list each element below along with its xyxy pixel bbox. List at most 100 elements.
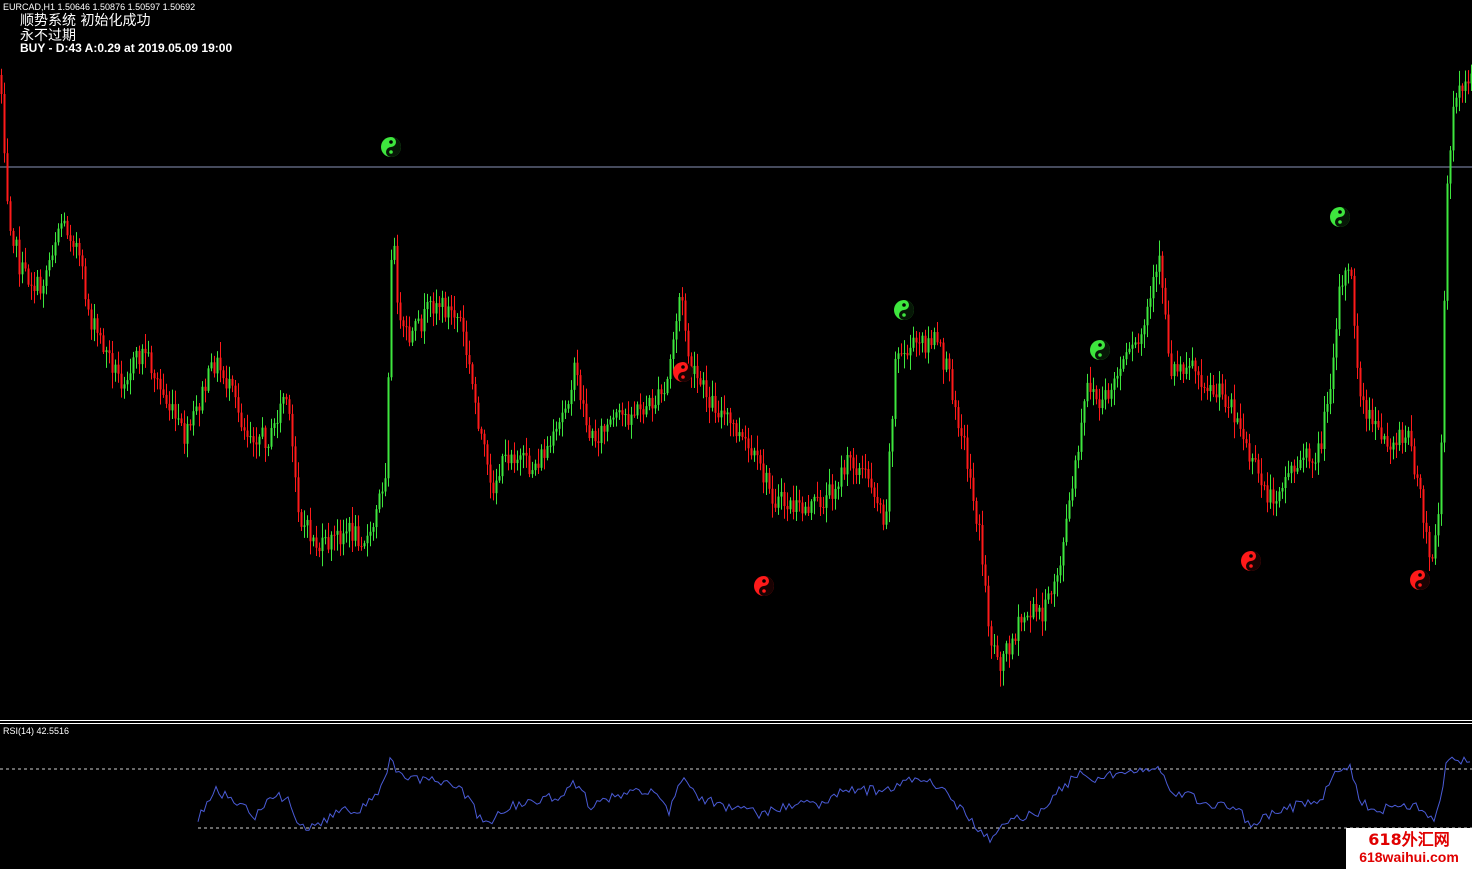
- candle: [204, 378, 207, 403]
- candle: [471, 362, 474, 390]
- candle: [186, 416, 189, 458]
- candle: [705, 365, 708, 413]
- candle: [189, 419, 192, 431]
- candle: [1206, 375, 1209, 400]
- candle: [786, 492, 789, 522]
- candle: [1005, 640, 1008, 662]
- candle: [744, 425, 747, 451]
- candle: [588, 417, 591, 441]
- candle: [297, 462, 300, 523]
- candle: [1395, 432, 1398, 459]
- candle: [1077, 445, 1080, 469]
- candle: [708, 386, 711, 424]
- candle: [732, 419, 735, 437]
- candle: [531, 461, 534, 478]
- candle: [144, 334, 147, 368]
- candle: [1137, 333, 1140, 353]
- candle: [252, 427, 255, 457]
- candle: [549, 435, 552, 453]
- candle: [657, 376, 660, 411]
- candle: [39, 269, 42, 300]
- candle: [480, 426, 483, 440]
- candle: [1398, 421, 1401, 451]
- candle: [126, 371, 129, 392]
- candle: [579, 369, 582, 410]
- candle: [270, 418, 273, 450]
- candle: [111, 341, 114, 389]
- symbol-info: EURCAD,H1 1.50646 1.50876 1.50597 1.5069…: [3, 2, 196, 12]
- candle: [975, 497, 978, 532]
- candle: [858, 463, 861, 485]
- candle: [387, 372, 390, 487]
- candle: [1017, 604, 1020, 656]
- candle: [885, 499, 888, 530]
- candle: [60, 213, 63, 237]
- candle: [612, 409, 615, 427]
- candle: [1161, 251, 1164, 304]
- candle: [249, 421, 252, 444]
- candle: [1404, 425, 1407, 452]
- candle: [1182, 362, 1185, 383]
- candle: [1056, 568, 1059, 597]
- candle: [912, 326, 915, 352]
- candle: [216, 351, 219, 382]
- candle: [1437, 502, 1440, 547]
- candle: [1197, 366, 1200, 390]
- candle: [960, 414, 963, 450]
- yin-yang-green-icon: [381, 137, 401, 157]
- candle: [507, 440, 510, 471]
- candle: [405, 315, 408, 341]
- candle: [984, 555, 987, 593]
- candle: [1143, 319, 1146, 349]
- candle: [1134, 337, 1137, 349]
- watermark-logo: 618外汇网 618waihui.com: [1346, 828, 1472, 869]
- candle: [978, 514, 981, 541]
- candle: [693, 351, 696, 388]
- candle: [294, 436, 297, 493]
- candle: [915, 331, 918, 357]
- candle: [1020, 613, 1023, 632]
- candle: [66, 215, 69, 239]
- candle: [435, 289, 438, 325]
- candle: [42, 279, 45, 308]
- candle: [426, 293, 429, 323]
- candle: [1467, 70, 1470, 95]
- price-chart[interactable]: [0, 0, 1472, 720]
- candle: [1221, 374, 1224, 400]
- candle: [432, 292, 435, 327]
- candle: [171, 389, 174, 420]
- candle: [1152, 264, 1155, 313]
- candle: [1344, 267, 1347, 301]
- candle: [0, 68, 3, 104]
- candle: [1458, 70, 1461, 112]
- candle: [282, 393, 285, 414]
- candle: [546, 436, 549, 461]
- candle: [1416, 465, 1419, 487]
- candle: [789, 497, 792, 514]
- candle: [228, 366, 231, 401]
- candle: [768, 467, 771, 494]
- candle: [159, 369, 162, 405]
- candle: [102, 328, 105, 355]
- candle: [543, 439, 546, 470]
- candle: [243, 418, 246, 440]
- candle: [921, 332, 924, 353]
- system-status-text: 顺势系统 初始化成功: [20, 13, 151, 29]
- candle: [741, 428, 744, 441]
- rsi-line: [197, 756, 1471, 844]
- candle: [1455, 92, 1458, 114]
- candle: [846, 446, 849, 486]
- candle: [27, 264, 30, 288]
- candle: [1245, 431, 1248, 448]
- candle: [267, 444, 270, 457]
- candle: [570, 380, 573, 416]
- candle: [816, 481, 819, 502]
- candle: [1149, 285, 1152, 319]
- candle: [33, 272, 36, 304]
- candle: [1368, 397, 1371, 431]
- candle: [924, 329, 927, 359]
- yin-yang-red-icon: [1410, 570, 1430, 590]
- candle: [222, 366, 225, 385]
- candle: [1449, 145, 1452, 199]
